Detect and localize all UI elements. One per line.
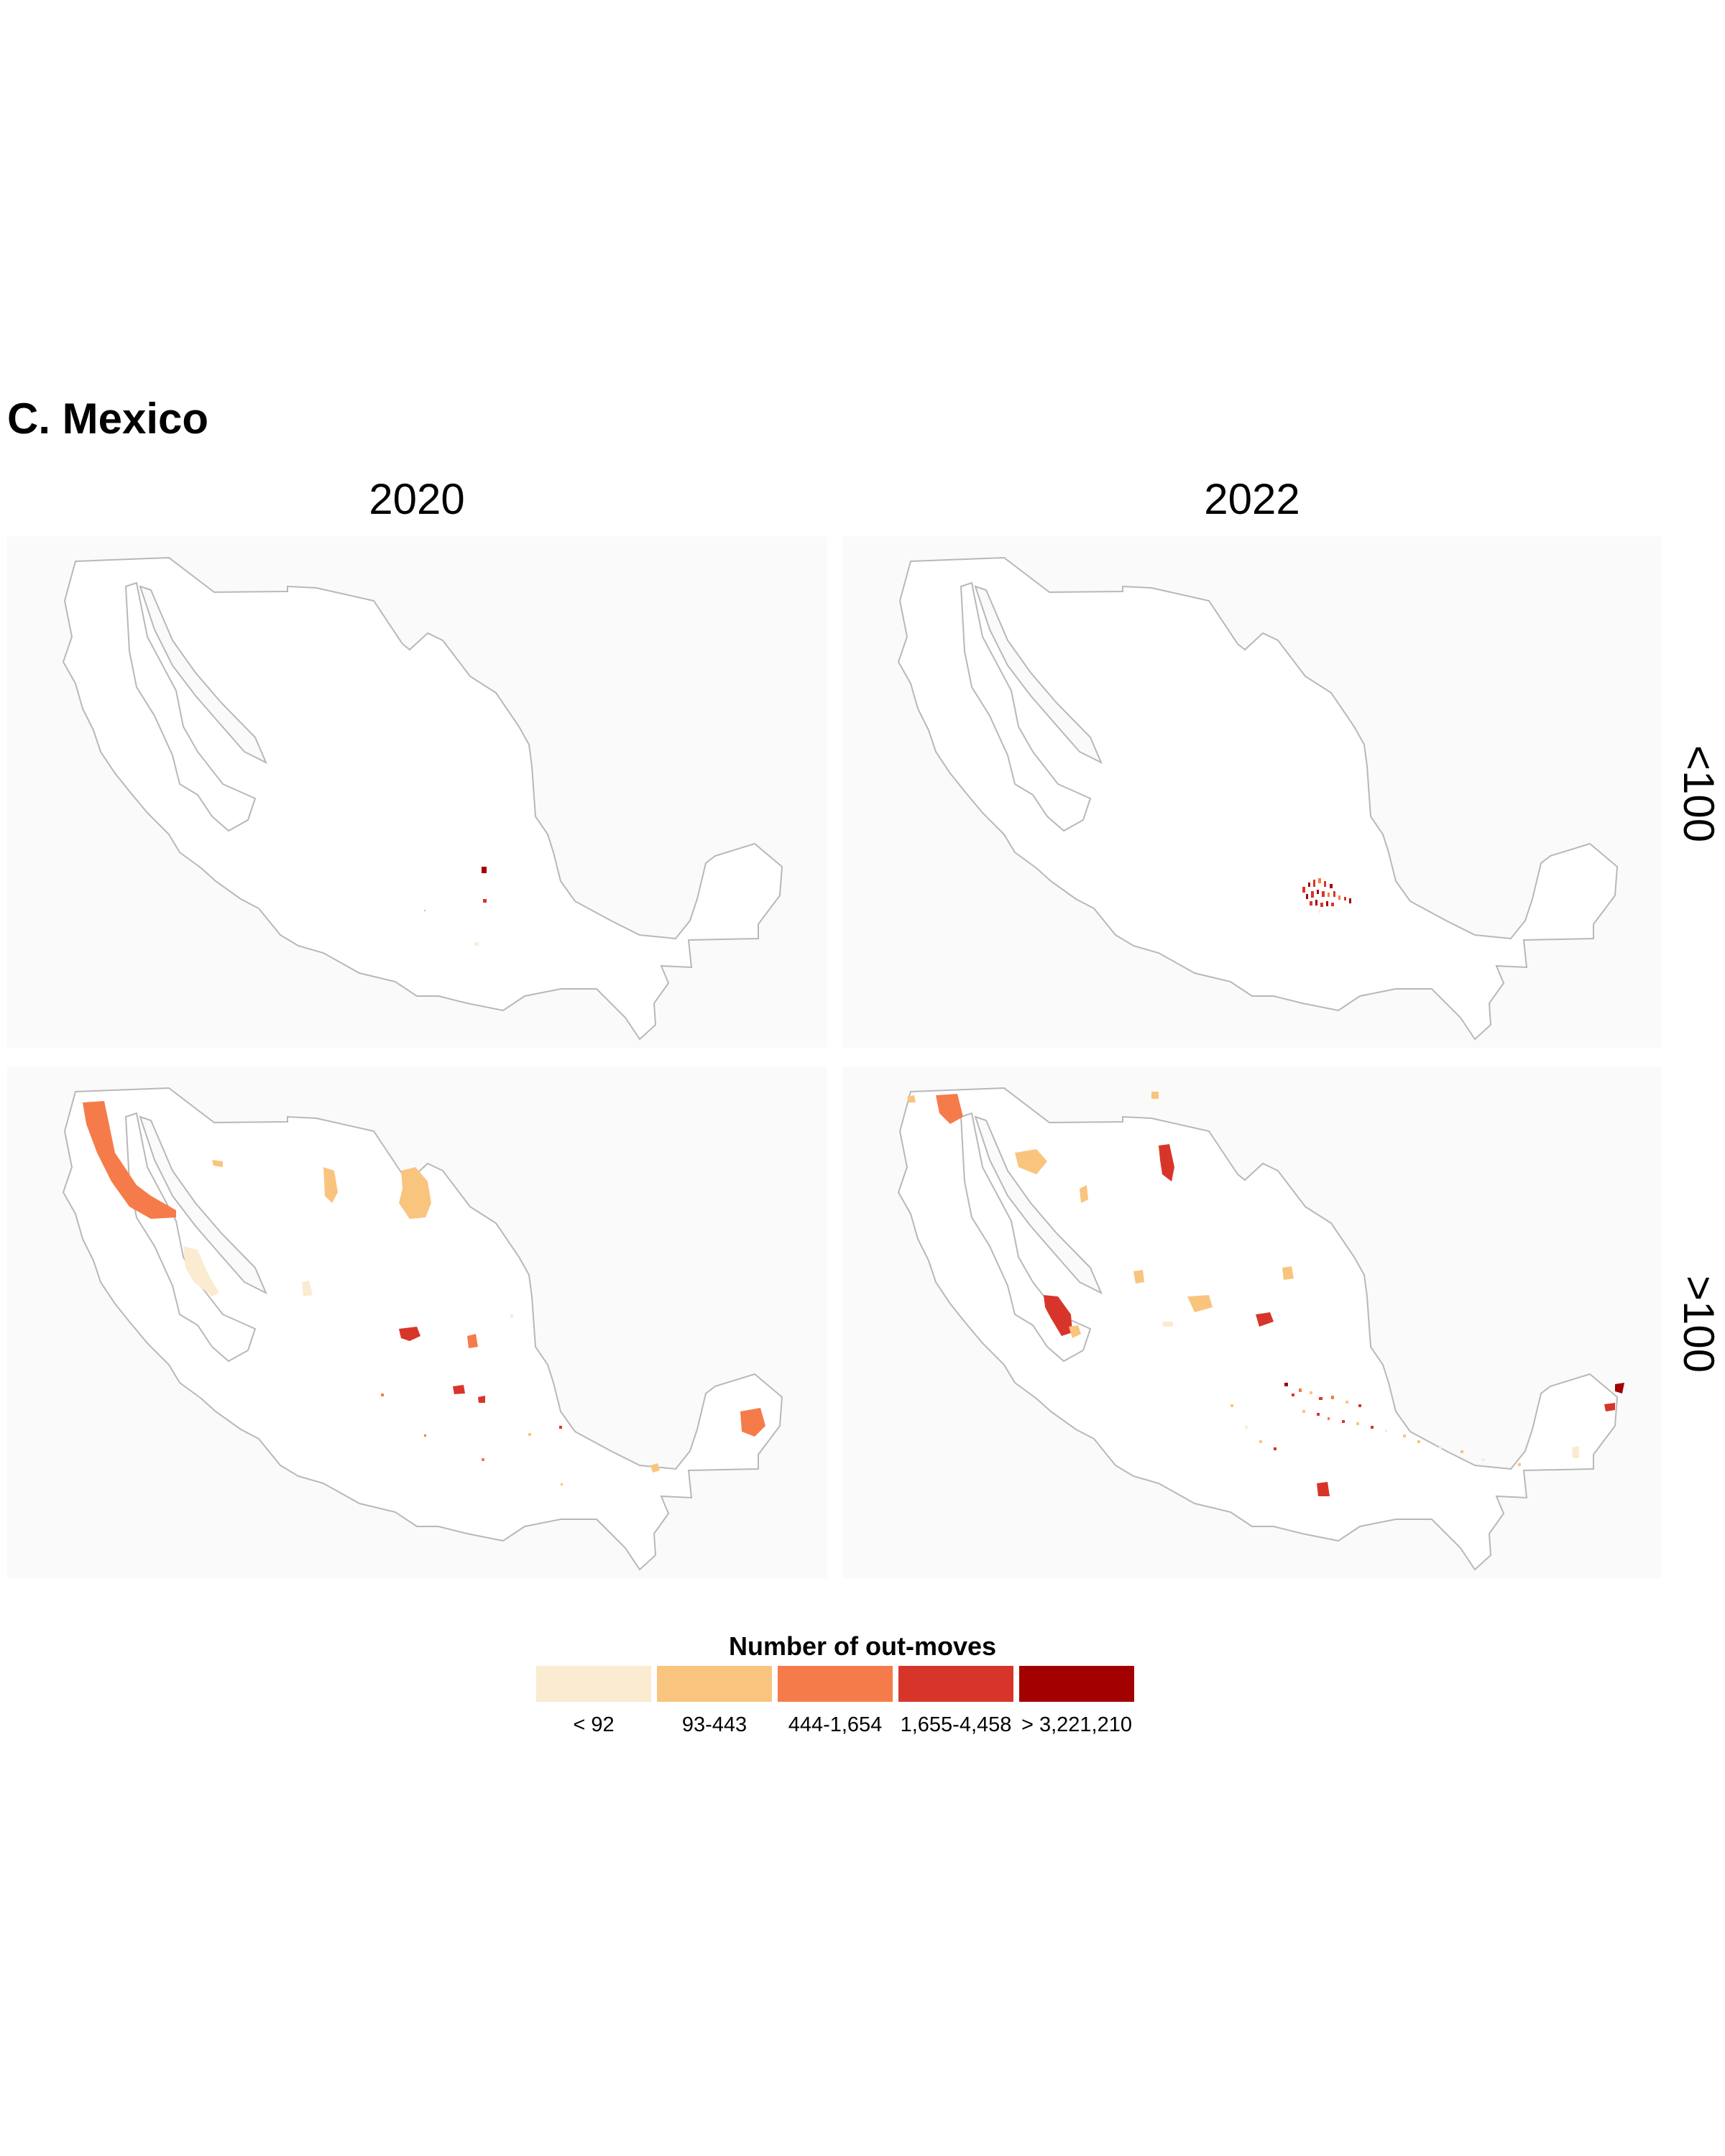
map-panel-2022-gt100 [842,1067,1662,1578]
region-veracruz [650,1463,660,1473]
region-tijuana [936,1094,963,1124]
region-monterrey [1256,1312,1274,1327]
municipality-marker [559,1426,562,1429]
mexico-outline [62,556,783,1041]
region-sonora [323,1167,338,1203]
municipality-marker [528,1433,531,1436]
gulf-of-california [139,1115,267,1295]
map-panel-2020-lt100 [7,536,827,1048]
region-torreon [1187,1295,1213,1312]
region-chihuahua [399,1167,431,1219]
legend-swatch-3 [778,1666,893,1702]
region-sinaloa [302,1281,313,1296]
region-cancun [1615,1383,1624,1393]
map-2022-gt100 [897,1087,1624,1571]
region-baja-nw [907,1095,916,1102]
region-center-1 [453,1385,465,1394]
region-chihuahua-city [1159,1144,1174,1181]
region-sonora-east [1080,1185,1088,1203]
gulf-of-california [974,1115,1103,1295]
row-label-gt100: >100 [1675,1275,1724,1373]
baja-peninsula [124,581,257,832]
region-baja-sur [183,1246,219,1296]
region-zacatecas [467,1334,478,1348]
legend-swatch-5 [1019,1666,1134,1702]
region-yucatan-sw [1572,1446,1579,1458]
legend-label-4: 1,655-4,458 [900,1713,1012,1736]
legend-label-1: < 92 [573,1713,615,1736]
municipality-marker [483,899,487,903]
region-small-1 [212,1160,223,1167]
legend-label-3: 444-1,654 [788,1713,883,1736]
region-ojinaga [1151,1092,1159,1099]
municipality-marker [381,1393,384,1396]
municipality-marker [424,1434,426,1437]
region-durango [1162,1322,1173,1327]
region-baja-norte [83,1101,176,1219]
baja-peninsula [960,1112,1092,1363]
mexico-outline [897,1087,1619,1571]
municipality-marker [482,867,487,873]
figure-title: C. Mexico [7,395,209,443]
region-hermosillo [1015,1149,1047,1174]
municipality-cluster [1302,878,1351,913]
region-sinaloa [1133,1270,1144,1284]
municipality-marker [474,942,479,946]
mexico-outline [897,556,1619,1041]
map-2022-lt100 [897,556,1619,1041]
region-yucatan [740,1408,765,1437]
map-panel-2022-lt100 [842,536,1662,1048]
map-2020-lt100 [62,556,783,1041]
region-saltillo [1282,1266,1294,1280]
legend-label-5: > 3,221,210 [1021,1713,1132,1736]
region-los-cabos [1044,1295,1072,1336]
island-marker [424,910,426,911]
municipality-marker [510,1314,513,1318]
region-center-2 [478,1396,485,1403]
gulf-of-california [974,585,1103,765]
row-label-lt100: <100 [1675,745,1724,843]
gulf-of-california [139,585,267,765]
column-label-2020: 2020 [369,475,465,523]
legend-swatch-4 [898,1666,1013,1702]
municipality-marker [482,1458,484,1461]
legend-swatch-2 [657,1666,772,1702]
map-panel-2020-gt100 [7,1067,827,1578]
region-guerrero [1317,1482,1330,1496]
region-durango [399,1327,420,1341]
legend-title: Number of out-moves [728,1631,997,1661]
mexico-outline [62,1087,783,1571]
legend-swatch-1 [536,1666,651,1702]
map-2020-gt100 [62,1087,783,1571]
municipality-cluster [1230,1383,1521,1466]
legend-label-2: 93-443 [681,1713,748,1736]
column-label-2022: 2022 [1204,475,1300,523]
baja-peninsula [960,581,1092,832]
region-la-paz [1069,1325,1081,1338]
municipality-marker [561,1483,563,1485]
region-yucatan-east [1604,1403,1615,1411]
